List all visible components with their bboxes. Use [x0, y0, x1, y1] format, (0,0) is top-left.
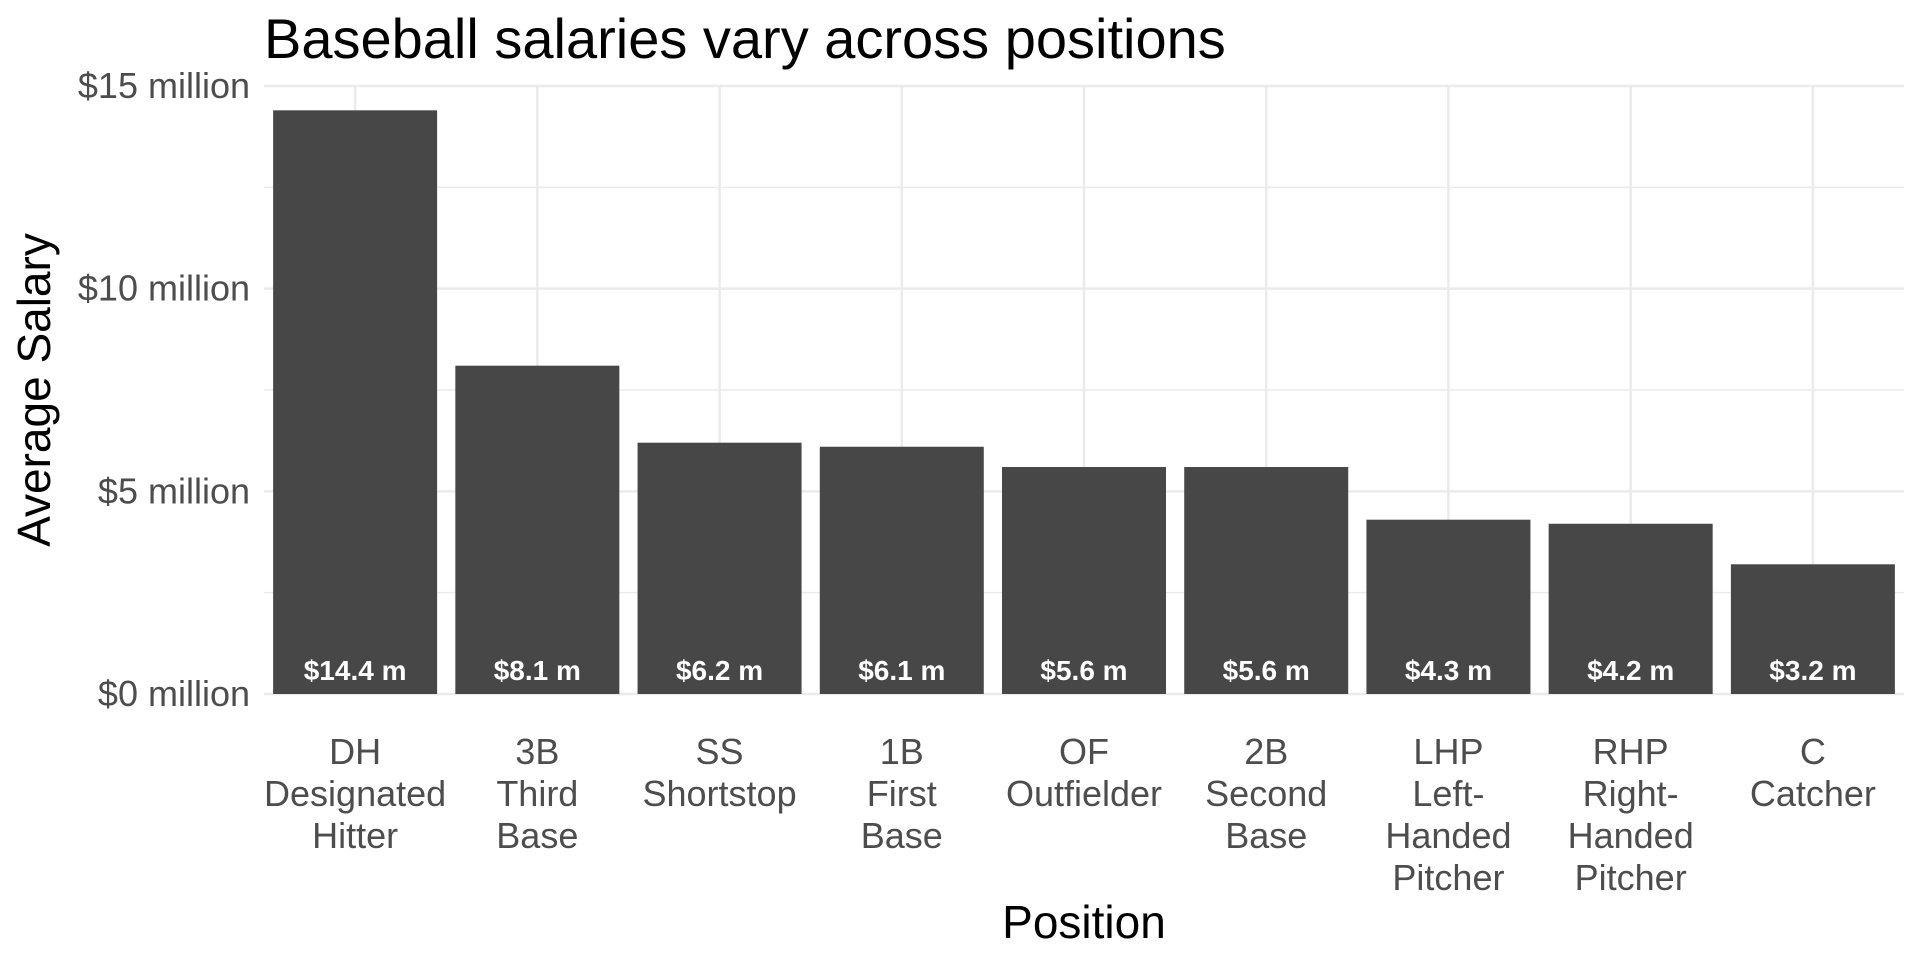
x-tick-label-line: C: [1800, 731, 1826, 772]
x-tick-label-line: Second: [1205, 773, 1327, 814]
y-tick-label: $10 million: [78, 268, 250, 309]
x-tick-label-line: Catcher: [1750, 773, 1876, 814]
bar-value-label: $6.2 m: [676, 655, 763, 686]
y-tick-label: $0 million: [98, 673, 250, 714]
bar: [637, 442, 802, 694]
x-tick-label: SS Shortstop: [643, 731, 797, 814]
x-tick-label-line: LHP: [1413, 731, 1483, 772]
x-tick-label-line: 1B: [880, 731, 924, 772]
x-tick-label-line: SS: [696, 731, 744, 772]
x-axis-title: Position: [1002, 896, 1166, 948]
x-tick-label: DH Designated Hitter: [264, 731, 446, 856]
x-tick-label-line: DH: [329, 731, 381, 772]
x-tick-label: LHP Left-Handed Pitcher: [1385, 731, 1511, 898]
x-tick-label-line: Hitter: [312, 815, 398, 856]
x-tick-label-line: Designated: [264, 773, 446, 814]
bar-value-label: $5.6 m: [1040, 655, 1127, 686]
x-tick-label-line: 2B: [1244, 731, 1288, 772]
bar: [1730, 564, 1895, 694]
y-axis-ticks: $0 million $5 million $10 million $15 milli…: [78, 65, 250, 714]
x-tick-label: 2B Second Base: [1205, 731, 1327, 856]
bar-value-label: $14.4 m: [304, 655, 407, 686]
x-tick-label-line: Outfielder: [1006, 773, 1162, 814]
bar-value-label: $6.1 m: [858, 655, 945, 686]
bar: [1366, 519, 1531, 694]
y-tick-label: $5 million: [98, 470, 250, 511]
x-tick-label-line: Shortstop: [643, 773, 797, 814]
x-tick-label-line: Pitcher: [1392, 857, 1504, 898]
bar-value-label: $8.1 m: [494, 655, 581, 686]
bar: [455, 365, 620, 694]
x-tick-label: 1B First Base: [861, 731, 943, 856]
bar: [1548, 523, 1713, 694]
x-tick-label-line: Handed: [1568, 815, 1694, 856]
x-tick-label-line: Third: [496, 773, 578, 814]
bars: [273, 110, 1895, 694]
bar: [1184, 467, 1349, 694]
x-tick-label-line: Base: [1225, 815, 1307, 856]
bar: [273, 110, 438, 694]
x-tick-label-line: OF: [1059, 731, 1109, 772]
x-tick-label-line: First: [867, 773, 937, 814]
x-tick-label-line: 3B: [515, 731, 559, 772]
x-tick-label-line: Handed: [1385, 815, 1511, 856]
x-tick-label: RHP Right-Handed Pitcher: [1568, 731, 1694, 898]
x-tick-label-line: Pitcher: [1575, 857, 1687, 898]
bar-value-label: $5.6 m: [1223, 655, 1310, 686]
x-tick-label-line: Left-: [1412, 773, 1484, 814]
x-tick-label: C Catcher: [1750, 731, 1876, 814]
x-tick-label-line: Base: [861, 815, 943, 856]
y-tick-label: $15 million: [78, 65, 250, 106]
x-tick-label-line: Right-: [1583, 773, 1679, 814]
bar: [819, 446, 984, 694]
bar-value-labels: $14.4 m $8.1 m $6.2 m $6.1 m $5.6 m $5.6 m $4.…: [304, 655, 1857, 686]
bar-value-label: $4.3 m: [1405, 655, 1492, 686]
x-tick-label: OF Outfielder: [1006, 731, 1162, 814]
x-tick-label-line: RHP: [1593, 731, 1669, 772]
chart-title: Baseball salaries vary across positions: [264, 7, 1226, 70]
y-axis-title: Average Salary: [8, 233, 60, 547]
bar: [1002, 467, 1166, 694]
x-tick-label: 3B Third Base: [496, 731, 578, 856]
x-tick-label-line: Base: [496, 815, 578, 856]
bar-value-label: $4.2 m: [1587, 655, 1674, 686]
bar-value-label: $3.2 m: [1769, 655, 1856, 686]
